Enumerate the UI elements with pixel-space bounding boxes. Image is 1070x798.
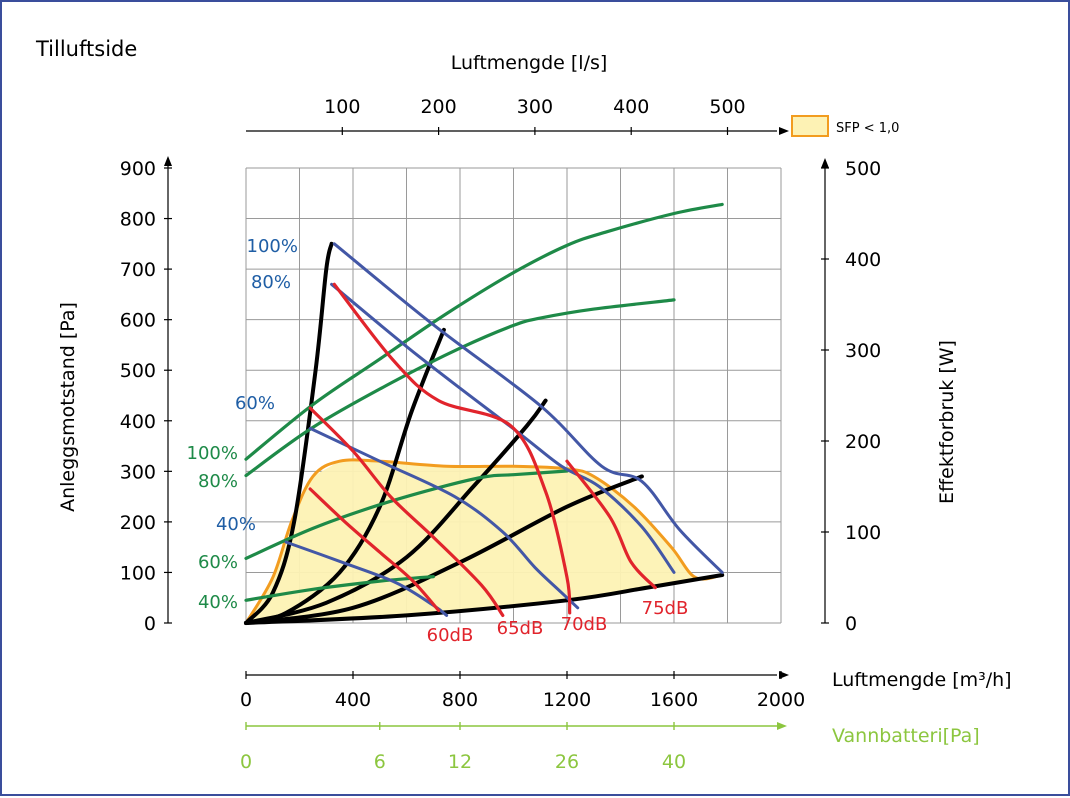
x-axis-top-tick-label: 500 <box>709 96 745 118</box>
y-axis-left-tick-label: 700 <box>120 259 156 281</box>
x-axis-top-arrow <box>779 127 789 135</box>
y-axis-right-title: Effektforbruk [W] <box>936 340 958 504</box>
y-axis-left-tick-label: 500 <box>120 360 156 382</box>
fan-curve <box>308 426 580 610</box>
x-axis-top-tick-label: 100 <box>324 96 360 118</box>
x-axis-water-tick-label: 6 <box>374 751 386 773</box>
y-axis-right-tick-label: 0 <box>845 613 857 635</box>
y-axis-right-tick-label: 100 <box>845 522 881 544</box>
sound-curve-label: 60dB <box>427 625 474 646</box>
x-axis-water-tick-label: 0 <box>240 751 252 773</box>
x-axis-top-tick-label: 300 <box>517 96 553 118</box>
fan-curve-label: 40% <box>216 514 256 535</box>
x-axis-water-arrow <box>777 722 787 730</box>
y-axis-left-tick-label: 100 <box>120 562 156 584</box>
y-axis-left-arrow <box>164 156 172 166</box>
fan-curve-label: 100% <box>247 236 298 257</box>
system-curve <box>244 573 725 625</box>
power-curve <box>244 202 724 461</box>
y-axis-right-tick-label: 500 <box>845 158 881 180</box>
power-curve-label: 100% <box>187 443 238 464</box>
power-curve-label: 80% <box>198 471 238 492</box>
y-axis-left-tick-label: 400 <box>120 411 156 433</box>
power-curve-label: 40% <box>198 592 238 613</box>
x-axis-tick-label: 2000 <box>757 689 805 711</box>
fan-curve-label: 80% <box>251 272 291 293</box>
power-curve-label: 60% <box>198 552 238 573</box>
y-axis-left-tick-label: 800 <box>120 209 156 231</box>
curves-group <box>244 202 725 625</box>
x-axis-water-tick-label: 26 <box>555 751 579 773</box>
legend: SFP < 1,0 <box>791 115 899 137</box>
y-axis-right-tick-label: 400 <box>845 249 881 271</box>
y-axis-left-tick-label: 300 <box>120 461 156 483</box>
x-axis-title: Luftmengde [m³/h] <box>832 669 1012 691</box>
sound-curve-label: 75dB <box>642 598 689 619</box>
sound-curve <box>565 459 657 590</box>
x-axis-tick-label: 0 <box>240 689 252 711</box>
sound-curve <box>308 487 441 612</box>
axes-group: 0100200300400500600700800900Anleggsmotst… <box>57 52 1012 773</box>
system-curve <box>244 241 334 625</box>
x-axis-tick-label: 400 <box>335 689 371 711</box>
x-axis-water-title: Vannbatteri[Pa] <box>832 725 980 747</box>
y-axis-left-tick-label: 200 <box>120 512 156 534</box>
panel-title: Tilluftside <box>35 37 137 61</box>
y-axis-left-title: Anleggsmotstand [Pa] <box>57 302 79 512</box>
x-axis-tick-label: 1600 <box>650 689 698 711</box>
fan-curve <box>332 242 724 574</box>
power-curve <box>244 469 569 560</box>
labels-group: 100% 80% 60% 40% 100% 80% 60% 40% 60dB 65dB 70dB 75… <box>187 236 689 646</box>
sound-curve-label: 65dB <box>497 618 544 639</box>
x-axis-water-tick-label: 12 <box>448 751 472 773</box>
legend-label-sfp: SFP < 1,0 <box>836 121 899 136</box>
x-axis-tick-label: 1200 <box>543 689 591 711</box>
sound-curve <box>308 406 505 617</box>
power-curve <box>244 298 676 478</box>
y-axis-left-tick-label: 900 <box>120 158 156 180</box>
sound-curve-label: 70dB <box>561 614 608 635</box>
x-axis-top-title: Luftmengde [l/s] <box>451 52 608 74</box>
x-axis-top-tick-label: 200 <box>420 96 456 118</box>
y-axis-right-tick-label: 300 <box>845 340 881 362</box>
x-axis-top-tick-label: 400 <box>613 96 649 118</box>
x-axis-tick-label: 800 <box>442 689 478 711</box>
legend-swatch-sfp <box>791 115 829 137</box>
x-axis-water-tick-label: 40 <box>662 751 686 773</box>
y-axis-right-tick-label: 200 <box>845 431 881 453</box>
sound-curve <box>332 282 572 615</box>
fan-curve-label: 60% <box>235 393 275 414</box>
y-axis-right-arrow <box>821 158 829 168</box>
fan-curve <box>330 282 676 574</box>
y-axis-left-tick-label: 0 <box>144 613 156 635</box>
y-axis-left-tick-label: 600 <box>120 310 156 332</box>
